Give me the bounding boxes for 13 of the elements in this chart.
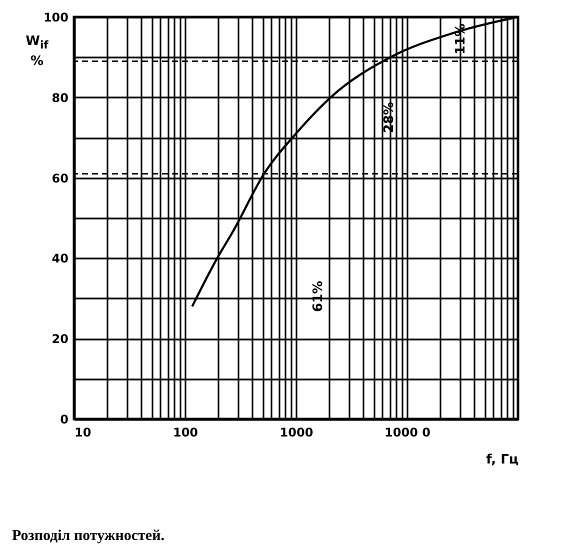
x-axis-title: f, Гц [486,452,519,468]
x-tick-label: 100 [172,426,198,440]
y-tick-label: 20 [52,332,68,346]
y-axis-title: W$_{if}$ % [24,34,50,70]
text: Розподіл потужностей. [12,528,165,544]
y-tick-label: 40 [52,252,68,266]
x-tick-label: 1000 [280,426,314,440]
y-tick-label: 80 [52,90,68,105]
x-tick-label: 1000 0 [384,426,430,440]
y-tick-label: 100 [43,10,68,24]
y-tick-label: 0 [60,412,68,426]
x-tick-label: 10 [74,426,92,440]
y-tick-label: 60 [52,171,68,186]
